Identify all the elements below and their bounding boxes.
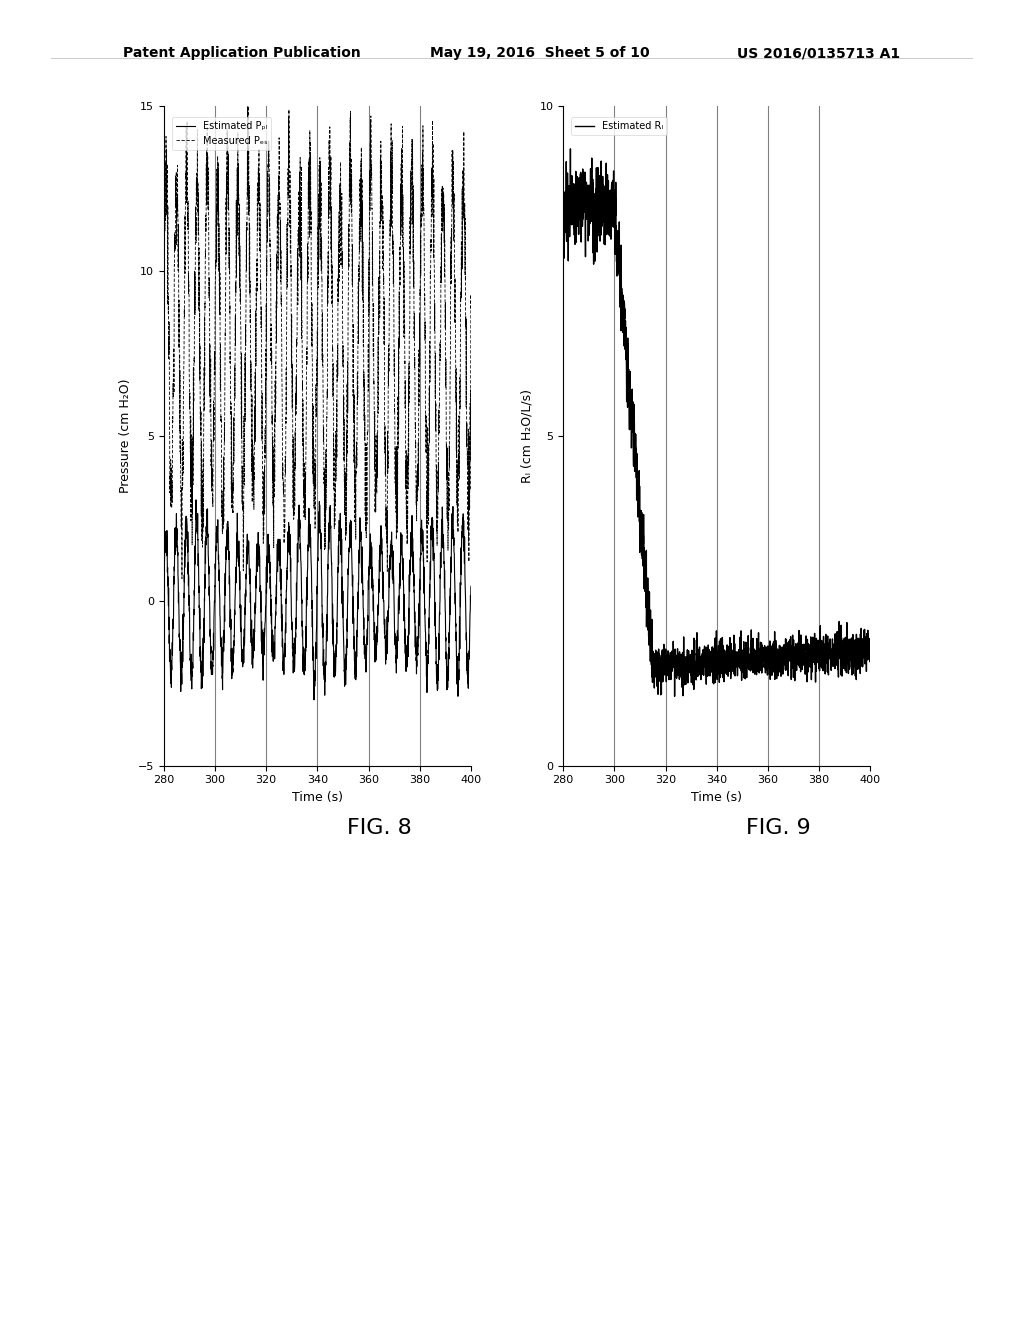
Estimated Rₗ xyxy=(707,669,719,685)
Y-axis label: Rₗ (cm H₂O/L/s): Rₗ (cm H₂O/L/s) xyxy=(521,388,534,483)
X-axis label: Time (s): Time (s) xyxy=(292,791,343,804)
Estimated Rₗ xyxy=(855,643,867,659)
Estimated Rₗ xyxy=(564,141,577,157)
Estimated Pₚₗ xyxy=(299,640,311,656)
Text: May 19, 2016  Sheet 5 of 10: May 19, 2016 Sheet 5 of 10 xyxy=(430,46,649,61)
Estimated Rₗ xyxy=(669,688,681,704)
Text: FIG. 8: FIG. 8 xyxy=(346,818,412,838)
Line: Estimated Pₚₗ: Estimated Pₚₗ xyxy=(164,500,471,700)
Text: US 2016/0135713 A1: US 2016/0135713 A1 xyxy=(737,46,900,61)
Y-axis label: Pressure (cm H₂O): Pressure (cm H₂O) xyxy=(119,379,132,492)
Measured Pₑₛ xyxy=(173,384,185,400)
Estimated Pₚₗ xyxy=(400,664,413,680)
Estimated Rₗ xyxy=(856,657,868,673)
Estimated Pₚₗ xyxy=(189,492,202,508)
Measured Pₑₛ xyxy=(457,261,469,277)
Estimated Pₚₗ xyxy=(308,692,321,708)
Estimated Rₗ xyxy=(572,180,585,195)
Measured Pₑₛ xyxy=(299,466,311,482)
X-axis label: Time (s): Time (s) xyxy=(691,791,742,804)
Line: Estimated Rₗ: Estimated Rₗ xyxy=(563,149,870,696)
Estimated Pₚₗ xyxy=(173,632,185,648)
Estimated Pₚₗ xyxy=(465,578,477,594)
Measured Pₑₛ xyxy=(400,492,413,508)
Estimated Rₗ xyxy=(864,653,877,669)
Estimated Pₚₗ xyxy=(307,661,319,677)
Measured Pₑₛ xyxy=(465,302,477,318)
Text: FIG. 9: FIG. 9 xyxy=(745,818,811,838)
Estimated Pₚₗ xyxy=(456,517,468,533)
Estimated Rₗ xyxy=(800,653,812,669)
Legend: Estimated Pₚₗ, Measured Pₑₛ: Estimated Pₚₗ, Measured Pₑₛ xyxy=(172,117,271,149)
Measured Pₑₛ xyxy=(242,96,254,112)
Measured Pₑₛ xyxy=(158,330,170,346)
Line: Measured Pₑₛ: Measured Pₑₛ xyxy=(164,104,471,578)
Estimated Pₚₗ xyxy=(158,568,170,583)
Estimated Pₚₗ xyxy=(457,521,469,537)
Estimated Rₗ xyxy=(698,652,711,668)
Measured Pₑₛ xyxy=(307,434,319,450)
Legend: Estimated Rₗ: Estimated Rₗ xyxy=(571,117,668,135)
Estimated Rₗ xyxy=(557,214,569,230)
Measured Pₑₛ xyxy=(456,220,468,236)
Measured Pₑₛ xyxy=(176,570,188,586)
Text: Patent Application Publication: Patent Application Publication xyxy=(123,46,360,61)
